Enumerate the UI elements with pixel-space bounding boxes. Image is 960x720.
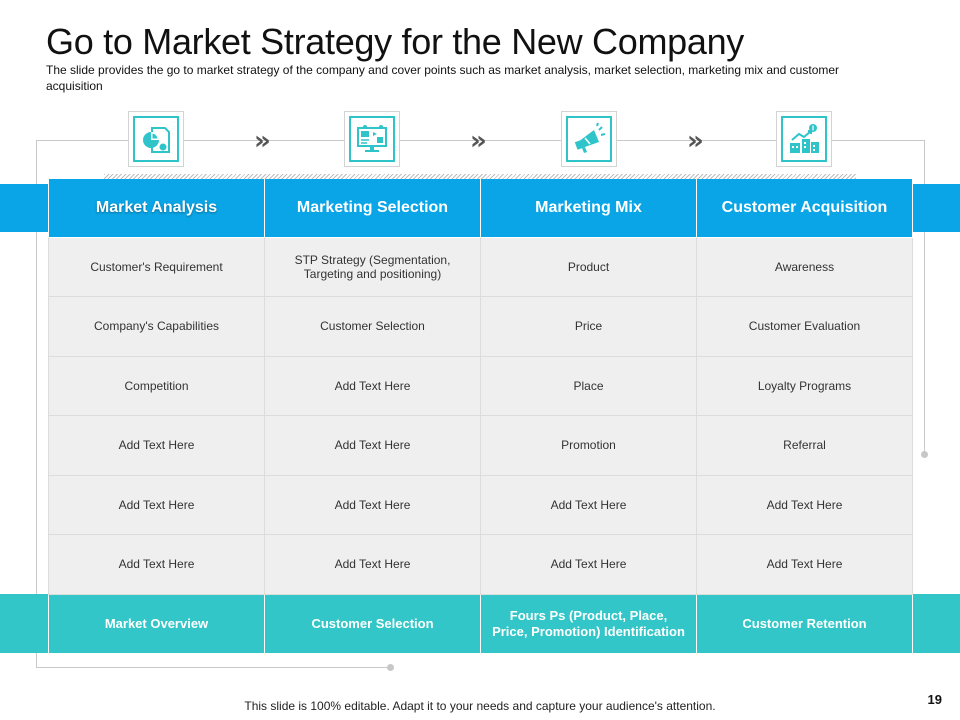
decorative-frame xyxy=(36,140,925,454)
table-cell: Loyalty Programs xyxy=(696,355,913,416)
chevron-right-icon: » xyxy=(470,126,487,156)
strategy-table: Market Analysis Marketing Selection Mark… xyxy=(48,179,913,654)
table-cell: Competition xyxy=(48,355,265,416)
summary-row: Market Overview Customer Selection Fours… xyxy=(48,593,913,654)
table-cell: Awareness xyxy=(696,236,913,297)
summary-cell: Customer Selection xyxy=(264,593,481,654)
acquisition-icon-box xyxy=(776,111,832,167)
footer-note: This slide is 100% editable. Adapt it to… xyxy=(244,699,716,713)
table-cell: Add Text Here xyxy=(696,534,913,595)
table-row: Company's Capabilities Customer Selectio… xyxy=(48,296,913,357)
table-cell: Place xyxy=(480,355,697,416)
hatch-divider xyxy=(104,174,856,179)
table-cell: Add Text Here xyxy=(480,534,697,595)
table-cell: Add Text Here xyxy=(696,474,913,535)
table-cell: Promotion xyxy=(480,415,697,476)
table-cell: Add Text Here xyxy=(480,474,697,535)
table-cell: Customer's Requirement xyxy=(48,236,265,297)
table-cell: STP Strategy (Segmentation, Targeting an… xyxy=(264,236,481,297)
frame-dot-bottom xyxy=(387,664,394,671)
analysis-chart-icon xyxy=(143,127,170,153)
table-cell: Add Text Here xyxy=(264,415,481,476)
marketing-icon-box xyxy=(344,111,400,167)
frame-dot-right xyxy=(921,451,928,458)
table-cell: Product xyxy=(480,236,697,297)
chevron-right-icon: » xyxy=(687,126,704,156)
decorative-frame-left xyxy=(36,454,37,668)
marketing-mix-icon-box xyxy=(561,111,617,167)
table-header-row: Market Analysis Marketing Selection Mark… xyxy=(48,179,913,238)
megaphone-icon xyxy=(574,122,606,153)
table-row: Add Text Here Add Text Here Add Text Her… xyxy=(48,474,913,535)
table-row: Add Text Here Add Text Here Add Text Her… xyxy=(48,534,913,595)
table-cell: Add Text Here xyxy=(48,415,265,476)
decorative-frame-bottom xyxy=(36,667,390,668)
chevron-right-icon: » xyxy=(254,126,271,156)
summary-cell: Market Overview xyxy=(48,593,265,654)
column-header: Marketing Selection xyxy=(264,179,481,238)
column-header: Market Analysis xyxy=(48,179,265,238)
table-cell: Customer Evaluation xyxy=(696,296,913,357)
table-cell: Add Text Here xyxy=(48,474,265,535)
table-cell: Price xyxy=(480,296,697,357)
analysis-icon-box xyxy=(128,111,184,167)
acquisition-buildings-icon xyxy=(790,124,819,153)
table-cell: Customer Selection xyxy=(264,296,481,357)
table-row: Add Text Here Add Text Here Promotion Re… xyxy=(48,415,913,476)
table-cell: Add Text Here xyxy=(264,474,481,535)
page-number: 19 xyxy=(927,692,942,707)
marketing-screen-icon xyxy=(357,125,387,152)
slide-title: Go to Market Strategy for the New Compan… xyxy=(46,21,744,62)
column-header: Customer Acquisition xyxy=(696,179,913,238)
slide-subtitle: The slide provides the go to market stra… xyxy=(46,63,840,93)
table-cell: Company's Capabilities xyxy=(48,296,265,357)
summary-cell: Fours Ps (Product, Place, Price, Promoti… xyxy=(480,593,697,654)
table-cell: Referral xyxy=(696,415,913,476)
table-cell: Add Text Here xyxy=(264,355,481,416)
table-row: Customer's Requirement STP Strategy (Seg… xyxy=(48,236,913,297)
column-header: Marketing Mix xyxy=(480,179,697,238)
summary-cell: Customer Retention xyxy=(696,593,913,654)
table-row: Competition Add Text Here Place Loyalty … xyxy=(48,355,913,416)
table-cell: Add Text Here xyxy=(264,534,481,595)
table-cell: Add Text Here xyxy=(48,534,265,595)
